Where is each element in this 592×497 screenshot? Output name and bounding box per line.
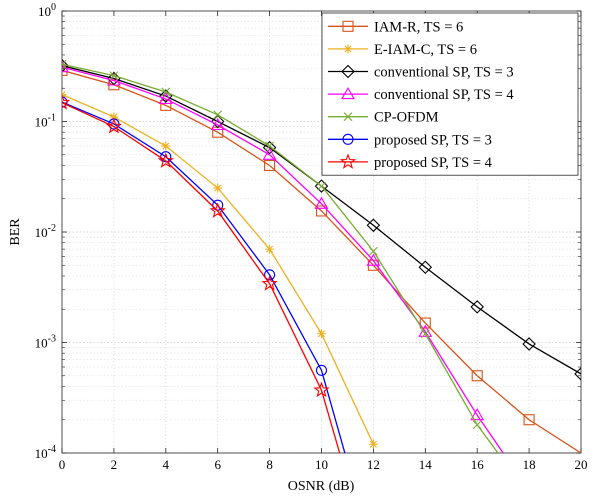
series-4 — [62, 59, 499, 453]
legend-entry: E-IAM-C, TS = 6 — [328, 42, 477, 58]
marker-triangle — [366, 253, 381, 266]
marker-x — [317, 181, 326, 191]
marker-circle — [264, 269, 276, 281]
series-6 — [62, 94, 341, 453]
marker-x — [420, 329, 430, 339]
legend-entry: CP-OFDM — [328, 110, 439, 126]
marker-square — [471, 370, 483, 382]
y-tick-label: 10-4 — [35, 444, 56, 461]
marker-asterisk — [213, 183, 223, 193]
marker-asterisk — [109, 112, 119, 122]
legend-label: conventional SP, TS = 3 — [374, 65, 514, 81]
marker-diamond — [314, 179, 329, 193]
marker-x — [62, 59, 67, 69]
y-axis-label: BER — [8, 218, 23, 246]
marker-triangle — [314, 196, 329, 209]
marker-diamond — [522, 337, 536, 351]
marker-square — [419, 317, 431, 329]
x-tick-label: 20 — [575, 457, 588, 472]
series-line — [62, 66, 504, 453]
marker-square — [315, 205, 328, 217]
legend-label: proposed SP, TS = 3 — [374, 132, 492, 148]
marker-star — [313, 381, 330, 398]
x-tick-label: 10 — [315, 457, 328, 472]
marker-x — [472, 420, 482, 430]
marker-x — [109, 71, 119, 81]
x-tick-label: 8 — [266, 457, 273, 472]
x-tick-label: 18 — [523, 457, 536, 472]
marker-diamond — [418, 260, 433, 275]
marker-x — [343, 112, 353, 122]
marker-triangle — [341, 86, 355, 100]
legend-entry: conventional SP, TS = 3 — [328, 65, 514, 81]
marker-diamond — [262, 140, 277, 155]
y-tick-label: 10-3 — [35, 334, 56, 351]
y-tick-label: 10-1 — [35, 113, 56, 130]
legend-label: E-IAM-C, TS = 6 — [374, 42, 477, 58]
marker-square — [160, 99, 172, 111]
x-tick-label: 16 — [471, 457, 485, 472]
marker-asterisk — [343, 44, 353, 54]
series-layer — [62, 58, 581, 453]
marker-star — [339, 153, 357, 169]
marker-square — [264, 159, 276, 172]
marker-diamond — [470, 300, 484, 314]
marker-circle — [342, 133, 354, 145]
marker-asterisk — [317, 329, 326, 339]
marker-x — [369, 246, 378, 256]
marker-diamond — [210, 114, 225, 129]
x-tick-label: 6 — [214, 457, 221, 472]
legend: IAM-R, TS = 6 E-IAM-C, TS = 6 conventional… — [321, 12, 579, 176]
x-tick-label: 14 — [419, 457, 433, 472]
marker-triangle — [158, 91, 173, 104]
x-tick-label: 4 — [163, 457, 170, 472]
marker-diamond — [341, 64, 355, 79]
marker-star — [261, 275, 278, 291]
marker-square — [342, 20, 354, 32]
marker-asterisk — [368, 439, 378, 449]
marker-triangle — [262, 147, 277, 160]
marker-circle — [315, 364, 328, 376]
y-tick-label: 100 — [38, 2, 56, 19]
marker-diamond — [366, 218, 381, 233]
series-1 — [62, 90, 378, 449]
marker-star — [105, 117, 123, 134]
legend-entry: IAM-R, TS = 6 — [328, 19, 463, 35]
series-line — [62, 69, 581, 453]
marker-star — [157, 152, 174, 168]
marker-diamond — [62, 58, 69, 73]
legend-label: CP-OFDM — [374, 110, 439, 126]
x-tick-label: 12 — [367, 457, 380, 472]
x-tick-label: 2 — [111, 457, 118, 472]
series-line — [62, 63, 499, 453]
marker-diamond — [574, 367, 581, 381]
marker-asterisk — [265, 244, 275, 254]
legend-entry: proposed SP, TS = 3 — [328, 132, 492, 148]
marker-triangle — [106, 73, 121, 86]
series-line — [62, 102, 341, 453]
y-tick-label: 10-2 — [35, 223, 56, 240]
axes: 0 2 4 6 8 10 12 14 16 18 20 100 10-1 10-2 10-3 10-4 — [35, 2, 588, 472]
legend-label: proposed SP, TS = 4 — [374, 155, 493, 171]
marker-triangle — [210, 117, 225, 131]
x-axis-label: OSNR (dB) — [288, 479, 355, 494]
marker-triangle — [470, 408, 485, 421]
marker-star — [62, 94, 71, 110]
x-tick-label: 0 — [59, 457, 66, 472]
marker-asterisk — [161, 141, 171, 151]
marker-square — [523, 414, 535, 426]
legend-label: IAM-R, TS = 6 — [374, 19, 463, 35]
marker-star — [209, 202, 226, 218]
legend-label: conventional SP, TS = 4 — [374, 87, 514, 103]
legend-entry: conventional SP, TS = 4 — [328, 86, 514, 103]
marker-x — [265, 141, 274, 151]
marker-x — [213, 110, 223, 120]
legend-entry: proposed SP, TS = 4 — [328, 153, 493, 171]
marker-x — [161, 87, 171, 97]
